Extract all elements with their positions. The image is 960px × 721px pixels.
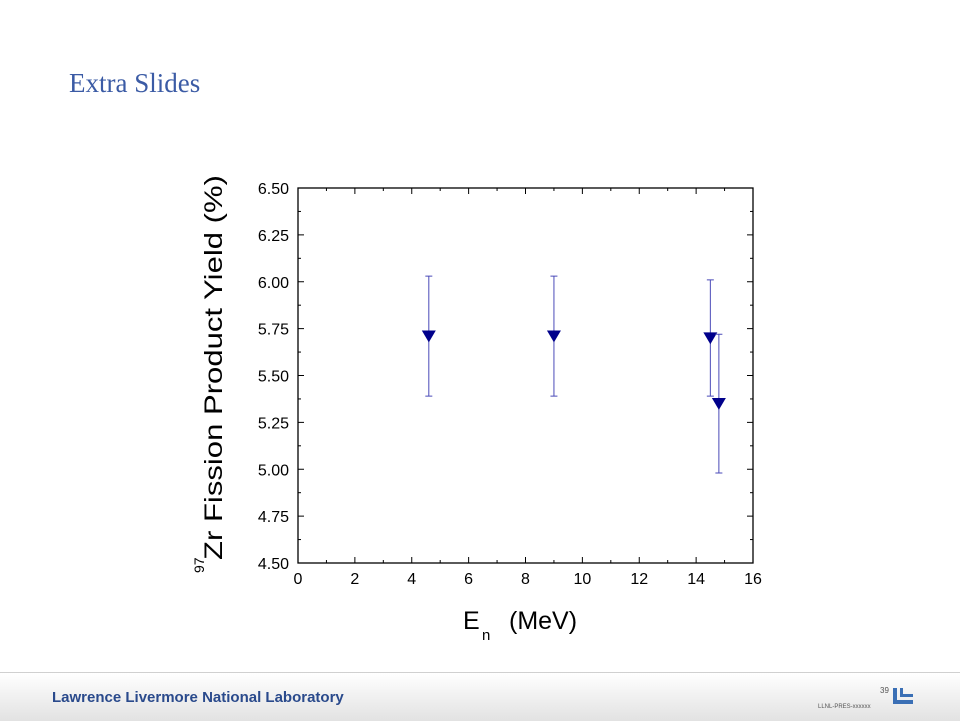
data-point-marker [546, 330, 561, 343]
y-tick-label: 5.00 [258, 462, 289, 479]
x-tick-label: 12 [630, 571, 648, 588]
x-tick-label: 16 [744, 571, 762, 588]
x-tick-label: 14 [687, 571, 705, 588]
slide-title: Extra Slides [69, 68, 201, 98]
y-tick-label: 5.25 [258, 415, 289, 432]
y-tick-label: 6.00 [258, 275, 289, 292]
y-tick-label: 4.75 [258, 509, 289, 526]
x-tick-label: 0 [294, 571, 303, 588]
data-point-marker [711, 398, 726, 410]
y-axis-label-superscript: 97 [191, 557, 207, 573]
y-tick-label: 5.50 [258, 369, 289, 386]
y-tick-label: 6.25 [258, 228, 289, 245]
y-tick-label: 4.50 [258, 556, 289, 573]
footer-lab-name: Lawrence Livermore National Laboratory [52, 689, 344, 706]
data-point-marker [421, 330, 436, 343]
y-tick-label: 6.50 [258, 181, 289, 198]
x-axis-label-unit: (MeV) [509, 607, 577, 635]
x-tick-label: 8 [521, 571, 530, 588]
llnl-logo-icon [893, 688, 913, 704]
data-point-marker [703, 332, 718, 345]
x-tick-label: 6 [464, 571, 473, 588]
x-tick-label: 2 [350, 571, 359, 588]
y-axis-label-main: Zr Fission Product Yield (%) [200, 175, 228, 560]
plot-frame [297, 187, 754, 564]
x-axis-label-main: E [463, 607, 480, 635]
y-tick-label: 5.75 [258, 322, 289, 339]
x-tick-label: 10 [573, 571, 591, 588]
x-axis-label-subscript: n [482, 627, 490, 644]
x-tick-label: 4 [407, 571, 416, 588]
document-id: LLNL-PRES-xxxxxx [818, 704, 871, 710]
page-number: 39 [880, 686, 889, 695]
footer-bar: Lawrence Livermore National Laboratory 3… [0, 672, 960, 721]
